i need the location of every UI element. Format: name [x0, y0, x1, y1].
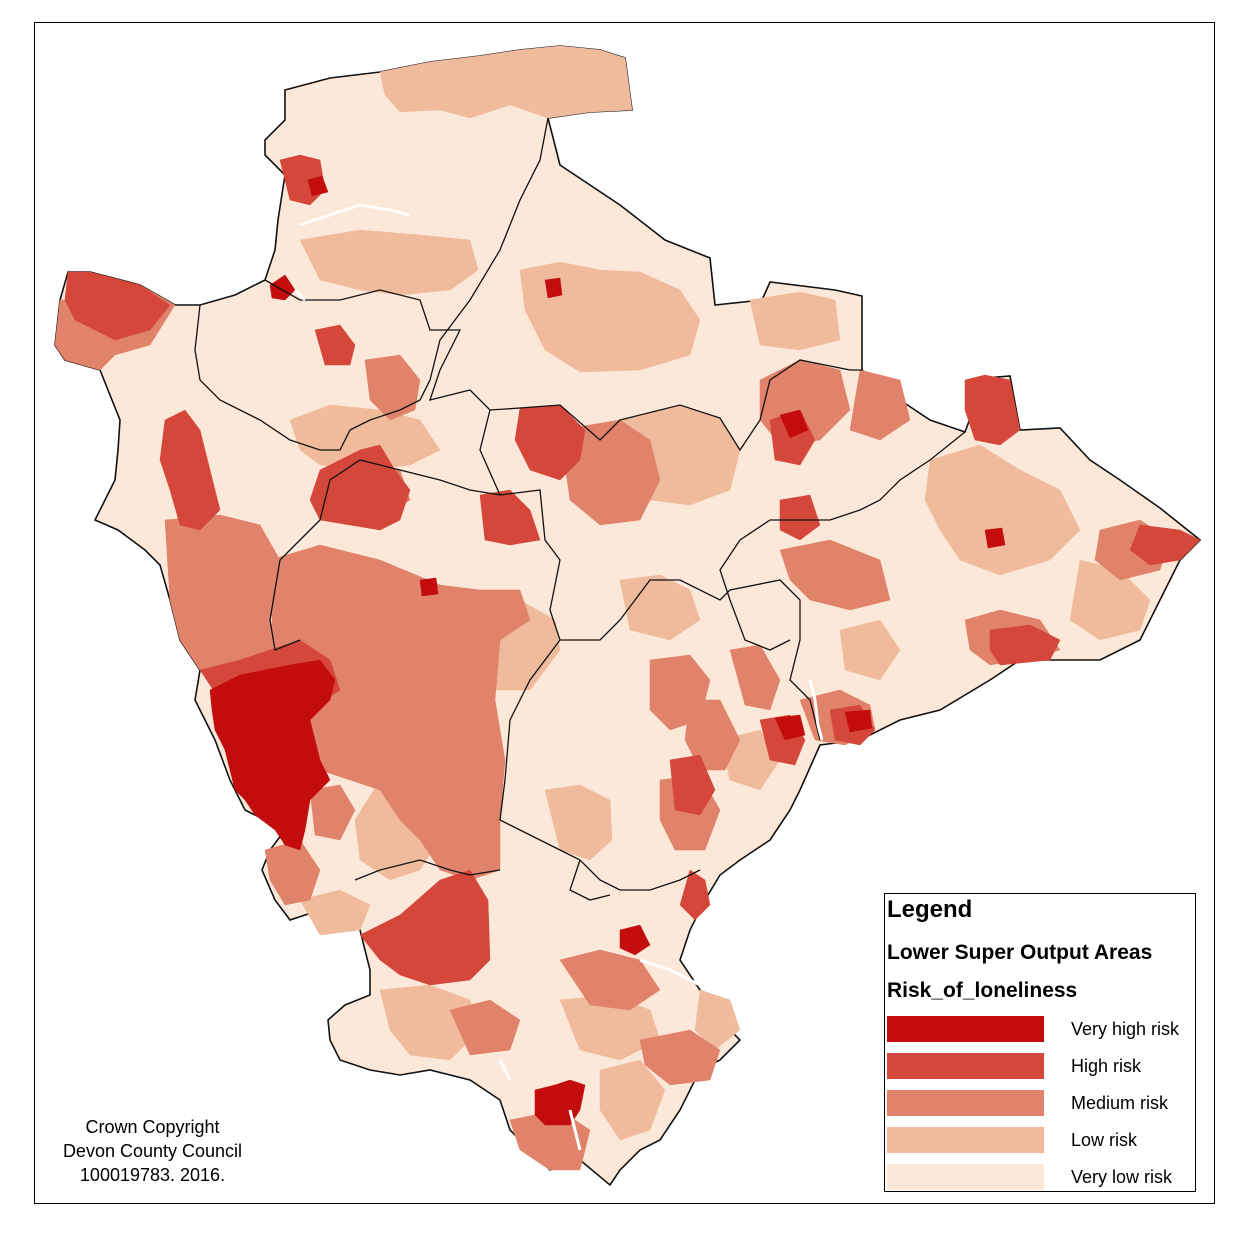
legend-swatch-low — [887, 1127, 1044, 1153]
legend-swatch-very-high — [887, 1016, 1044, 1042]
legend-title: Legend — [887, 896, 973, 923]
very-high-risk-areas — [209, 175, 1006, 1126]
legend-swatch-high — [887, 1053, 1044, 1079]
legend-item-high: High risk — [885, 1053, 1195, 1079]
estuaries — [293, 203, 824, 1151]
legend-item-medium: Medium risk — [885, 1090, 1195, 1116]
legend-swatch-very-low — [887, 1164, 1044, 1190]
legend-label-very-low: Very low risk — [1071, 1167, 1173, 1187]
legend-label-high: High risk — [1071, 1056, 1142, 1076]
legend-layer-name: Lower Super Output Areas — [887, 941, 1153, 964]
district-boundaries — [194, 117, 966, 901]
high-risk-areas — [64, 154, 1201, 986]
legend-item-very-high: Very high risk — [885, 1016, 1195, 1042]
copyright-line-1: Crown Copyright — [85, 1117, 220, 1137]
copyright-line-2: Devon County Council — [62, 1141, 243, 1161]
legend-label-low: Low risk — [1071, 1130, 1138, 1150]
legend: Legend Lower Super Output Areas Risk_of_… — [884, 893, 1196, 1192]
copyright-notice: Crown Copyright Devon County Council 100… — [40, 1115, 265, 1187]
legend-item-very-low: Very low risk — [885, 1164, 1195, 1190]
legend-item-low: Low risk — [885, 1127, 1195, 1153]
legend-label-very-high: Very high risk — [1071, 1019, 1180, 1039]
medium-risk-areas — [54, 279, 1171, 1171]
legend-swatch-medium — [887, 1090, 1044, 1116]
legend-label-medium: Medium risk — [1071, 1093, 1169, 1113]
copyright-line-3: 100019783. 2016. — [79, 1165, 226, 1185]
legend-field-name: Risk_of_loneliness — [887, 979, 1078, 1002]
low-risk-areas — [289, 45, 1151, 1141]
